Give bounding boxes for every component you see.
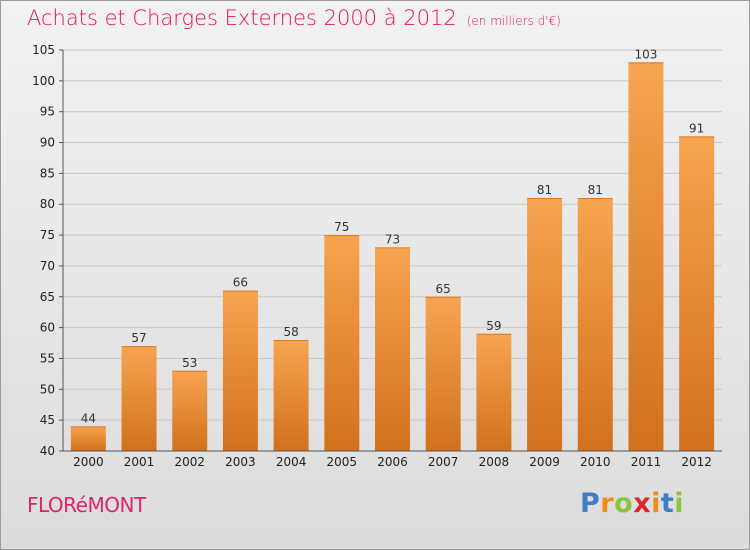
y-tick-label: 55 [40,351,55,365]
bar [273,339,309,451]
logo-letter: t [660,488,675,519]
bar-value-label: 65 [436,282,451,296]
commune-name: FLORéMONT [27,493,146,517]
x-tick-label: 2012 [681,455,712,469]
bar-value-label: 44 [81,411,96,425]
bar [425,296,461,451]
bar-value-label: 75 [334,220,349,234]
bar-value-label: 57 [131,331,146,345]
y-tick-label: 85 [40,166,55,180]
bar [527,198,563,451]
bar-value-label: 81 [588,183,603,197]
x-tick-label: 2002 [174,455,205,469]
x-tick-label: 2010 [580,455,611,469]
logo-letter: r [600,488,615,519]
y-tick-label: 65 [40,290,55,304]
x-tick-label: 2001 [124,455,155,469]
y-tick-label: 70 [40,259,55,273]
proxiti-logo: Proxiti [580,488,684,519]
chart-title-unit: (en milliers d'€) [466,14,561,28]
x-tick-label: 2007 [428,455,459,469]
bar [577,198,613,451]
bar [375,247,410,451]
y-tick-label: 105 [32,43,55,57]
x-tick-label: 2009 [529,455,560,469]
y-tick-label: 80 [40,197,55,211]
x-tick-label: 2006 [377,455,408,469]
bar [679,136,715,451]
bar-value-label: 66 [233,276,248,290]
bar-value-label: 73 [385,232,400,246]
x-tick-label: 2011 [631,455,662,469]
y-tick-label: 90 [40,136,55,150]
bar-value-label: 81 [537,183,552,197]
bar [121,346,157,451]
x-tick-label: 2000 [73,455,104,469]
y-tick-label: 50 [40,382,55,396]
axes [62,50,722,452]
chart-title: Achats et Charges Externes 2000 à 2012 (e… [27,6,561,30]
x-tick-label: 2008 [479,455,510,469]
bar-value-label: 59 [486,319,501,333]
y-tick-label: 100 [32,74,55,88]
bar [324,235,360,451]
logo-letter: i [674,488,685,519]
logo-letter: x [633,488,652,519]
y-tick-label: 60 [40,321,55,335]
value-labels: 44 57 53 66 58 75 73 65 59 81 81 103 91 [81,47,705,425]
bars [70,62,715,451]
x-tick-label: 2005 [327,455,358,469]
bar-value-label: 53 [182,356,197,370]
logo-letter: o [614,488,634,519]
logo-letter: P [580,488,601,519]
x-tick-label: 2003 [225,455,256,469]
y-tick-label: 75 [40,228,55,242]
bar-value-label: 58 [283,325,298,339]
logo-letter: i [651,488,661,519]
bar [628,62,664,451]
bar-value-label: 103 [635,47,658,61]
y-tick-label: 95 [40,105,55,119]
bar [172,370,208,451]
bar-value-label: 91 [689,121,704,135]
y-tick-label: 45 [40,413,55,427]
bar [70,426,106,451]
x-axis-ticks: 2000 2001 2002 2003 2004 2005 2006 2007 2008 2009… [73,455,712,469]
y-axis-ticks: 40 45 50 55 60 65 70 75 80 85 90 95 100 105 [32,43,63,458]
bar [222,290,258,451]
y-tick-label: 40 [40,444,55,458]
x-tick-label: 2004 [276,455,307,469]
chart-title-main: Achats et Charges Externes 2000 à 2012 [27,6,457,30]
bar [476,333,512,451]
